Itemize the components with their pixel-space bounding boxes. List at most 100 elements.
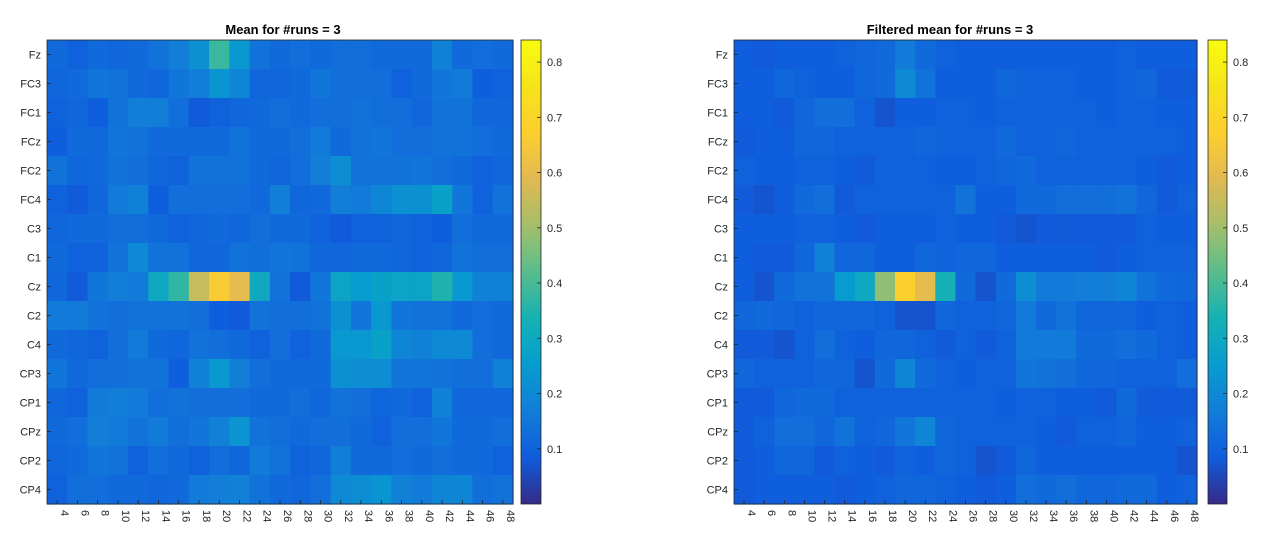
heatmap-cell	[290, 243, 311, 273]
heatmap-cell	[1076, 69, 1097, 99]
heatmap-cell	[734, 272, 755, 302]
heatmap-cell	[391, 69, 413, 99]
heatmap-cell	[1136, 272, 1158, 302]
heatmap-cell	[269, 214, 291, 244]
heatmap-cell	[995, 185, 1017, 215]
heatmap-cell	[371, 69, 393, 99]
heatmap-cell	[269, 40, 291, 70]
heatmap-cell	[814, 98, 836, 128]
heatmap-cell	[290, 417, 311, 447]
heatmap-cell	[1156, 475, 1178, 505]
heatmap-cell	[854, 388, 876, 418]
heatmap-cell	[874, 330, 896, 360]
heatmap-cell	[290, 475, 311, 505]
heatmap-cell	[431, 359, 453, 389]
heatmap-cell	[269, 127, 291, 157]
heatmap-cell	[874, 475, 896, 505]
heatmap-cell	[1136, 417, 1158, 447]
heatmap-cell	[107, 475, 129, 505]
heatmap-cell	[249, 185, 271, 215]
heatmap-cell	[87, 475, 109, 505]
heatmap-cell	[391, 359, 413, 389]
colorbar	[520, 39, 542, 505]
heatmap-cell	[814, 69, 836, 99]
heatmap-cell	[895, 301, 916, 331]
heatmap-cell	[814, 417, 836, 447]
heatmap-cell	[834, 98, 856, 128]
y-tick-label: CP1	[20, 398, 41, 410]
heatmap-cell	[955, 417, 977, 447]
heatmap-cell	[47, 127, 68, 157]
heatmap-cell	[107, 388, 129, 418]
y-tick-label: Fz	[716, 50, 728, 62]
heatmap-cell	[350, 156, 372, 186]
heatmap-cell	[330, 40, 352, 70]
heatmap-cell	[249, 243, 271, 273]
heatmap-cell	[1156, 359, 1178, 389]
heatmap-cell	[209, 156, 230, 186]
heatmap-cell	[371, 301, 393, 331]
heatmap-cell	[472, 69, 494, 99]
heatmap-cell	[249, 156, 271, 186]
heatmap-cell	[995, 388, 1017, 418]
heatmap-cell	[290, 446, 311, 476]
heatmap-cell	[87, 359, 109, 389]
heatmap-cell	[794, 359, 816, 389]
heatmap-cell	[1076, 446, 1097, 476]
heatmap-cell	[774, 388, 795, 418]
heatmap-cell	[310, 446, 332, 476]
heatmap-cell	[1015, 301, 1037, 331]
heatmap-cell	[148, 185, 170, 215]
heatmap-cell	[411, 127, 433, 157]
heatmap-cell	[854, 156, 876, 186]
heatmap-cell	[1015, 446, 1037, 476]
heatmap-cell	[290, 40, 311, 70]
colorbar-tick-label: 0.1	[547, 444, 562, 456]
heatmap-cell	[472, 98, 494, 128]
heatmap-cell	[955, 156, 977, 186]
x-tick-label: 12	[139, 510, 151, 522]
x-tick-label: 38	[1087, 510, 1099, 522]
heatmap-cell	[754, 475, 775, 505]
heatmap-cell	[734, 359, 755, 389]
heatmap-cell	[330, 69, 352, 99]
heatmap-cell	[148, 243, 170, 273]
heatmap-cell	[249, 272, 271, 302]
heatmap-cell	[229, 69, 251, 99]
heatmap-cell	[754, 272, 775, 302]
heatmap-cell	[452, 243, 474, 273]
heatmap-cell	[1076, 359, 1097, 389]
heatmap-cell	[391, 98, 413, 128]
heatmap-cell	[1156, 446, 1178, 476]
heatmap-cell	[350, 185, 372, 215]
heatmap-cell	[734, 185, 755, 215]
heatmap-cell	[67, 301, 89, 331]
heatmap-cell	[472, 330, 494, 360]
heatmap-cell	[310, 40, 332, 70]
heatmap-cell	[209, 69, 230, 99]
y-tick-label: FC1	[707, 108, 728, 120]
heatmap-cell	[47, 156, 68, 186]
heatmap-cell	[371, 446, 393, 476]
heatmap-cell	[47, 272, 68, 302]
heatmap-cell	[47, 301, 68, 331]
heatmap-cell	[1076, 185, 1097, 215]
heatmap-cell	[229, 243, 251, 273]
heatmap-cell	[1136, 185, 1158, 215]
heatmap-cell	[774, 185, 795, 215]
heatmap-cell	[371, 185, 393, 215]
heatmap-cell	[794, 417, 816, 447]
heatmap-cell	[794, 272, 816, 302]
heatmap-cell	[734, 243, 755, 273]
heatmap-cell	[249, 475, 271, 505]
colorbar	[1207, 39, 1228, 505]
heatmap-cell	[955, 475, 977, 505]
heatmap-cell	[128, 156, 149, 186]
heatmap-cell	[794, 40, 816, 70]
heatmap-cell	[67, 69, 89, 99]
heatmap-cell	[411, 330, 433, 360]
x-tick-label: 14	[159, 510, 171, 522]
heatmap-cell	[330, 156, 352, 186]
heatmap-cell	[935, 475, 957, 505]
x-tick-label: 4	[745, 510, 757, 516]
